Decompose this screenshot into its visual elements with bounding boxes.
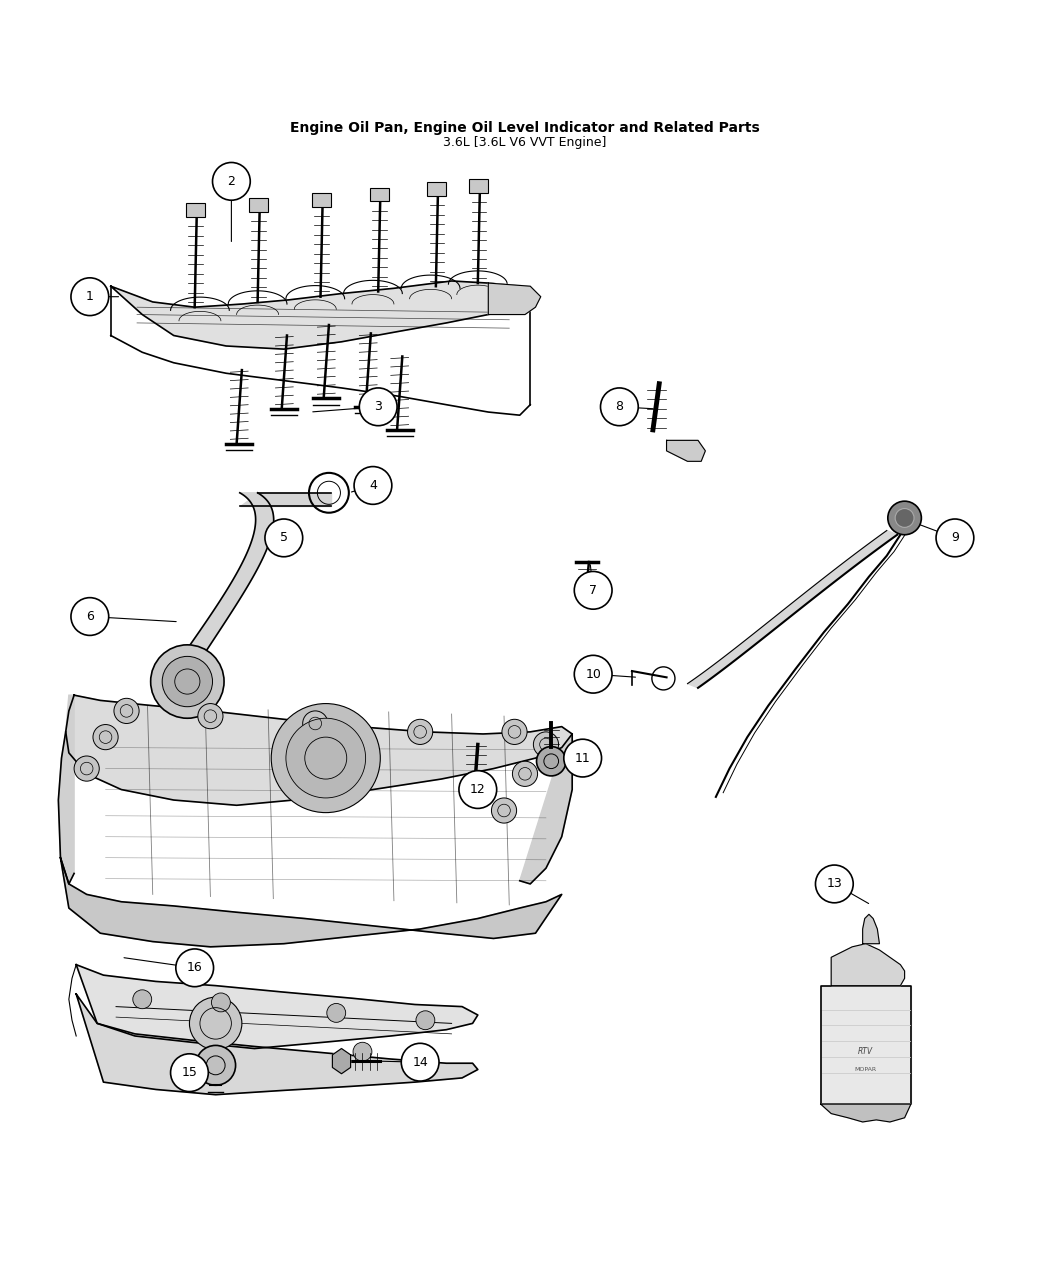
Circle shape bbox=[189, 997, 242, 1049]
Text: 15: 15 bbox=[182, 1066, 197, 1079]
Circle shape bbox=[888, 501, 922, 534]
Circle shape bbox=[936, 519, 973, 557]
Circle shape bbox=[416, 1011, 435, 1030]
Circle shape bbox=[197, 704, 223, 729]
Circle shape bbox=[71, 278, 109, 316]
Circle shape bbox=[212, 162, 250, 200]
Circle shape bbox=[265, 519, 302, 557]
Circle shape bbox=[601, 388, 638, 426]
Polygon shape bbox=[821, 986, 911, 1104]
Circle shape bbox=[512, 761, 538, 787]
Circle shape bbox=[816, 864, 854, 903]
Circle shape bbox=[327, 1003, 345, 1023]
Circle shape bbox=[75, 756, 100, 782]
Circle shape bbox=[502, 719, 527, 745]
Text: 4: 4 bbox=[369, 479, 377, 492]
Polygon shape bbox=[832, 944, 905, 986]
Polygon shape bbox=[61, 858, 562, 947]
Polygon shape bbox=[59, 695, 75, 884]
Text: 6: 6 bbox=[86, 609, 93, 623]
Circle shape bbox=[150, 645, 224, 718]
Polygon shape bbox=[66, 695, 572, 806]
Polygon shape bbox=[333, 1048, 351, 1074]
Polygon shape bbox=[488, 283, 541, 315]
Text: 14: 14 bbox=[413, 1056, 428, 1068]
Bar bbox=[186, 204, 205, 217]
Circle shape bbox=[401, 1043, 439, 1081]
Circle shape bbox=[359, 388, 397, 426]
Text: MOPAR: MOPAR bbox=[855, 1067, 877, 1072]
Text: 1: 1 bbox=[86, 291, 93, 303]
Circle shape bbox=[564, 740, 602, 776]
Polygon shape bbox=[239, 493, 331, 506]
Text: 10: 10 bbox=[585, 668, 601, 681]
Circle shape bbox=[286, 718, 365, 798]
Circle shape bbox=[162, 657, 212, 706]
Text: 11: 11 bbox=[574, 751, 590, 765]
Circle shape bbox=[114, 699, 139, 723]
Circle shape bbox=[574, 571, 612, 609]
Polygon shape bbox=[821, 1104, 911, 1122]
Circle shape bbox=[170, 1054, 208, 1091]
Text: 2: 2 bbox=[228, 175, 235, 187]
Circle shape bbox=[407, 719, 433, 745]
Circle shape bbox=[211, 993, 230, 1012]
Bar bbox=[370, 187, 388, 201]
Polygon shape bbox=[111, 280, 530, 349]
Circle shape bbox=[459, 770, 497, 808]
Bar bbox=[249, 198, 268, 212]
Polygon shape bbox=[77, 994, 478, 1095]
Bar bbox=[469, 180, 488, 193]
Circle shape bbox=[71, 598, 109, 635]
Text: 16: 16 bbox=[187, 961, 203, 974]
Text: Engine Oil Pan, Engine Oil Level Indicator and Related Parts: Engine Oil Pan, Engine Oil Level Indicat… bbox=[290, 121, 760, 135]
Text: 8: 8 bbox=[615, 400, 624, 413]
Text: 9: 9 bbox=[951, 532, 959, 544]
Circle shape bbox=[896, 509, 915, 528]
Text: 13: 13 bbox=[826, 877, 842, 890]
Circle shape bbox=[537, 747, 566, 776]
Polygon shape bbox=[863, 914, 880, 944]
Circle shape bbox=[132, 989, 151, 1009]
Polygon shape bbox=[176, 493, 274, 664]
Text: 7: 7 bbox=[589, 584, 597, 597]
Polygon shape bbox=[77, 965, 478, 1048]
Circle shape bbox=[271, 704, 380, 812]
Text: 3: 3 bbox=[374, 400, 382, 413]
Text: 5: 5 bbox=[279, 532, 288, 544]
Bar bbox=[312, 193, 331, 207]
Text: RTV: RTV bbox=[858, 1047, 874, 1056]
Text: 12: 12 bbox=[470, 783, 486, 796]
Circle shape bbox=[354, 467, 392, 505]
Text: 3.6L [3.6L V6 VVT Engine]: 3.6L [3.6L V6 VVT Engine] bbox=[443, 136, 607, 149]
Polygon shape bbox=[688, 530, 898, 687]
Circle shape bbox=[491, 798, 517, 824]
Polygon shape bbox=[520, 734, 572, 884]
Bar bbox=[427, 182, 446, 196]
Circle shape bbox=[175, 949, 213, 987]
Circle shape bbox=[574, 655, 612, 694]
Circle shape bbox=[93, 724, 119, 750]
Circle shape bbox=[195, 1046, 235, 1085]
Circle shape bbox=[302, 711, 328, 736]
Polygon shape bbox=[667, 440, 706, 462]
Circle shape bbox=[533, 732, 559, 757]
Circle shape bbox=[353, 1042, 372, 1061]
